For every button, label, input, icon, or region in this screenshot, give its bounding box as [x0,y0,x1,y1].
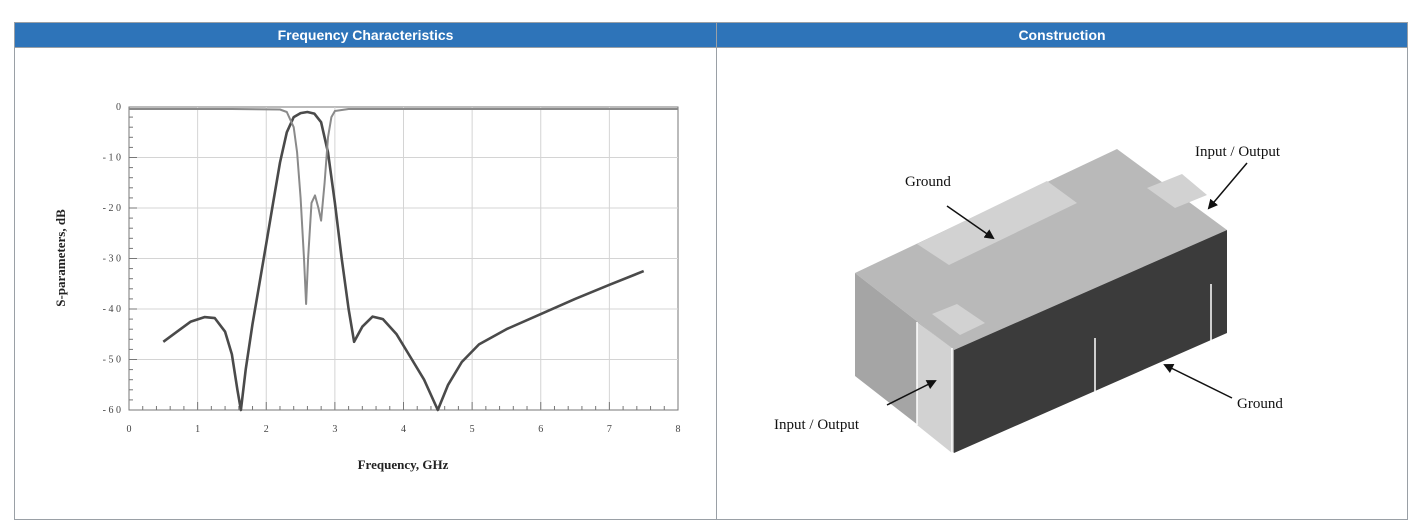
label-io-bottom: Input / Output [774,417,860,433]
chip-top-face [855,149,1227,350]
arrow-io-top [1207,162,1248,210]
arrow-ground-top [946,205,995,240]
x-tick-label: 4 [401,424,406,435]
chip-side-face [954,230,1227,453]
construction-header: Construction [717,23,1407,47]
tick-marks [128,106,679,411]
y-tick-label: - 5 0 [103,355,121,366]
series-line-s11 [129,108,678,305]
label-ground-bottom: Ground [1237,396,1283,412]
top-pad-ground [917,181,1077,265]
x-tick-label: 7 [607,424,612,435]
x-tick-label: 2 [264,424,269,435]
header-divider [15,47,1407,48]
x-tick-label: 6 [538,424,543,435]
x-tick-label: 1 [195,424,200,435]
label-ground-top: Ground [905,174,951,190]
grid [129,107,678,410]
arrow-ground-bottom [1163,364,1233,399]
label-io-top: Input / Output [1195,144,1281,160]
series-lines [129,108,678,412]
top-pad-io-front [932,304,985,335]
y-tick-label: - 1 0 [103,153,121,164]
x-tick-label: 0 [127,424,132,435]
x-tick-label: 8 [676,424,681,435]
x-tick-label: 5 [470,424,475,435]
y-tick-label: - 3 0 [103,254,121,265]
top-pad-io-back [1147,174,1207,208]
frequency-chart: 0 1 2 3 4 5 6 7 8 0 - 1 0 - 2 0 - 3 0 - 4 0 - 5 0 - 6 … [53,102,681,472]
arrow-io-bottom [886,380,937,406]
frequency-characteristics-header: Frequency Characteristics [15,23,716,47]
y-tick-label: 0 [116,102,121,113]
y-axis-label: S-parameters, dB [53,209,68,307]
x-tick-labels: 0 1 2 3 4 5 6 7 8 [127,424,681,435]
specs-table: Frequency Characteristics Construction 0… [14,22,1408,520]
y-tick-label: - 4 0 [103,304,121,315]
series-line-s21 [162,110,645,412]
y-tick-label: - 2 0 [103,203,121,214]
y-tick-label: - 6 0 [103,405,121,416]
x-tick-label: 3 [332,424,337,435]
y-tick-labels: 0 - 1 0 - 2 0 - 3 0 - 4 0 - 5 0 - 6 0 [103,102,121,416]
x-axis-label: Frequency, GHz [358,457,449,472]
column-divider [716,23,717,519]
construction-diagram: Ground Input / Output Input / Output Gro… [774,144,1283,453]
